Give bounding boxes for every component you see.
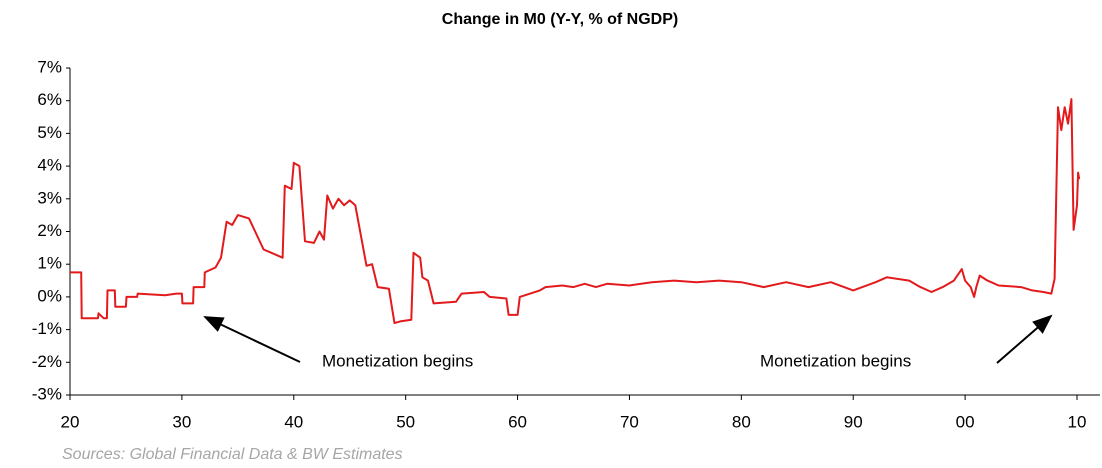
y-tick-label: -2%	[32, 352, 62, 371]
x-tick-label: 50	[396, 412, 415, 431]
y-tick-label: 4%	[37, 156, 62, 175]
chart-title: Change in M0 (Y-Y, % of NGDP)	[442, 11, 678, 28]
y-tick-label: -1%	[32, 319, 62, 338]
annotation-arrow	[996, 314, 1053, 364]
x-tick-label: 10	[1068, 412, 1087, 431]
y-tick-label: 3%	[37, 188, 62, 207]
x-tick-label: 80	[732, 412, 751, 431]
y-tick-label: -3%	[32, 384, 62, 403]
y-tick-label: 5%	[37, 123, 62, 142]
x-tick-label: 20	[61, 412, 80, 431]
y-tick-label: 7%	[37, 57, 62, 76]
source-note: Sources: Global Financial Data & BW Esti…	[62, 446, 403, 463]
x-tick-label: 40	[284, 412, 303, 431]
annotation: Monetization begins	[322, 351, 473, 370]
y-tick-label: 2%	[37, 221, 62, 240]
y-tick-label: 0%	[37, 286, 62, 305]
x-tick-label: 00	[956, 412, 975, 431]
x-tick-label: 30	[172, 412, 191, 431]
y-tick-label: 1%	[37, 254, 62, 273]
annotation: Monetization begins	[760, 351, 911, 370]
x-tick-label: 60	[508, 412, 527, 431]
annotation-arrow	[203, 316, 301, 363]
x-tick-label: 70	[620, 412, 639, 431]
x-tick-label: 90	[844, 412, 863, 431]
y-tick-label: 6%	[37, 90, 62, 109]
data-line	[70, 98, 1081, 325]
